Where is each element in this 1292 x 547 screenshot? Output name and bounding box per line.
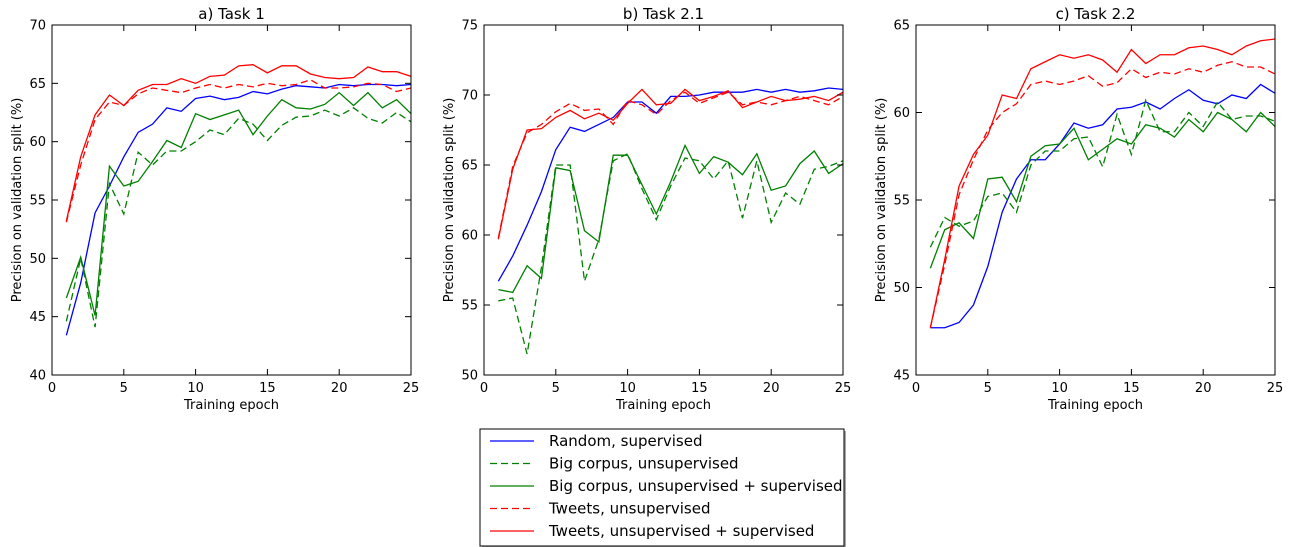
series-line	[930, 83, 1275, 329]
series-line	[497, 88, 843, 240]
series-line	[498, 143, 843, 294]
y-tick-label: 60	[893, 106, 910, 121]
x-tick-label: 0	[480, 381, 488, 396]
legend-label: Tweets, unsupervised + supervised	[548, 522, 814, 540]
axes-frame	[483, 24, 844, 376]
y-tick-label: 60	[461, 229, 478, 244]
x-axis-label: Training epoch	[183, 398, 279, 413]
legend-label: Big corpus, unsupervised + supervised	[549, 477, 843, 495]
x-tick-label: 10	[187, 381, 204, 396]
y-axis-label: Precision on validation split (%)	[874, 98, 889, 303]
y-tick-label: 70	[29, 19, 46, 34]
x-tick-label: 20	[1195, 381, 1212, 396]
x-tick-label: 5	[552, 381, 560, 396]
x-tick-label: 0	[912, 381, 920, 396]
y-axis-label: Precision on validation split (%)	[10, 98, 25, 303]
chart-panel: 0 5 10 15 20 25 50 55 60 65 70 75 b) Task 2.1 Trainin…	[442, 5, 851, 413]
x-tick-label: 25	[835, 381, 852, 396]
x-tick-label: 20	[331, 381, 348, 396]
y-tick-label: 45	[893, 369, 910, 384]
axes-frame	[915, 24, 1276, 376]
y-tick-label: 55	[893, 194, 910, 209]
y-tick-label: 65	[461, 159, 478, 174]
x-tick-label: 15	[259, 381, 276, 396]
legend-box	[479, 428, 845, 547]
series-line	[929, 61, 1275, 328]
y-tick-label: 70	[461, 89, 478, 104]
y-tick-label: 50	[461, 369, 478, 384]
x-tick-label: 25	[403, 381, 420, 396]
series-line	[65, 91, 411, 316]
y-tick-label: 55	[29, 194, 46, 209]
chart-panel: 0 5 10 15 20 25 40 45 50 55 60 65 70 a) Task 1 Trainin…	[10, 5, 419, 413]
x-tick-label: 25	[1267, 381, 1284, 396]
y-tick-label: 40	[29, 369, 46, 384]
chart-title: a) Task 1	[198, 5, 265, 23]
legend-label: Big corpus, unsupervised	[549, 455, 739, 473]
x-tick-label: 15	[1123, 381, 1140, 396]
x-tick-label: 10	[1051, 381, 1068, 396]
x-tick-label: 10	[619, 381, 636, 396]
y-tick-label: 50	[893, 281, 910, 296]
legend: Random, supervised Big corpus, unsupervis…	[479, 428, 846, 547]
legend-label: Random, supervised	[549, 432, 703, 450]
chart-title: b) Task 2.1	[623, 5, 704, 23]
series-line	[929, 38, 1275, 328]
y-tick-label: 65	[29, 77, 46, 92]
series-line	[497, 87, 843, 282]
series-line	[65, 107, 411, 328]
x-axis-label: Training epoch	[1047, 398, 1143, 413]
series-line	[65, 83, 411, 336]
y-tick-label: 45	[29, 310, 46, 325]
y-axis-label: Precision on validation split (%)	[442, 98, 457, 303]
x-tick-label: 5	[984, 381, 992, 396]
x-tick-label: 15	[691, 381, 708, 396]
y-tick-label: 75	[461, 19, 478, 34]
y-tick-label: 50	[29, 252, 46, 267]
series-line	[65, 64, 411, 222]
series-line	[929, 98, 1275, 248]
x-tick-label: 0	[48, 381, 56, 396]
y-tick-label: 60	[29, 135, 46, 150]
y-tick-label: 65	[893, 19, 910, 34]
legend-label: Tweets, unsupervised	[548, 500, 711, 518]
x-tick-label: 5	[120, 381, 128, 396]
y-tick-label: 55	[461, 299, 478, 314]
series-line	[929, 111, 1275, 269]
series-line	[498, 152, 843, 355]
chart-panel: 0 5 10 15 20 25 45 50 55 60 65 c) Task 2.2 Training …	[874, 5, 1283, 413]
x-axis-label: Training epoch	[615, 398, 711, 413]
chart-title: c) Task 2.2	[1056, 5, 1136, 23]
x-tick-label: 20	[763, 381, 780, 396]
